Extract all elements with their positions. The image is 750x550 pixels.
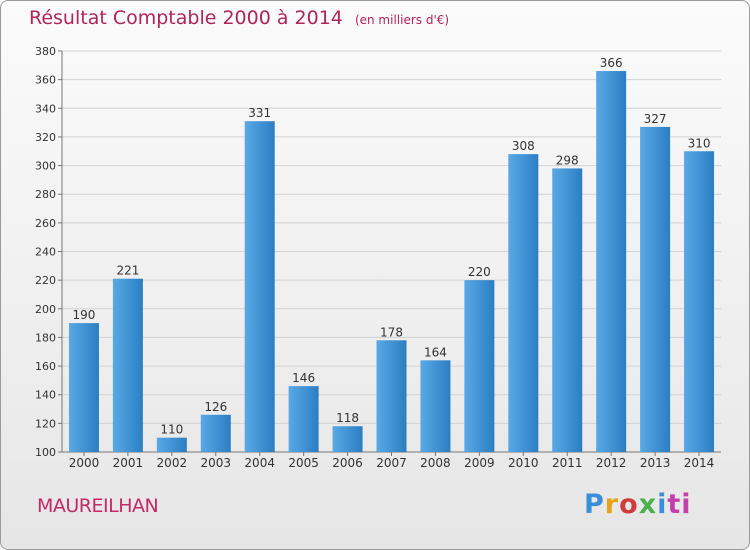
data-label: 126 (204, 400, 227, 414)
bar (684, 151, 715, 452)
data-label: 178 (380, 325, 403, 339)
logo-letter: P (584, 489, 605, 520)
bar (420, 360, 451, 452)
chart-title-text: Résultat Comptable 2000 à 2014 (29, 7, 343, 29)
x-tick-label: 2010 (508, 456, 539, 470)
y-tick-label: 360 (35, 74, 56, 87)
x-tick-label: 2014 (684, 456, 715, 470)
chart-unit-label: (en milliers d'€) (354, 13, 450, 27)
y-tick-label: 280 (35, 188, 56, 201)
data-label: 220 (468, 265, 491, 279)
data-label: 110 (160, 423, 183, 437)
bars (68, 71, 715, 453)
data-label: 118 (336, 411, 359, 425)
place-name: MAUREILHAN (37, 495, 159, 517)
y-tick-label: 100 (35, 446, 56, 459)
data-label: 327 (644, 112, 667, 126)
bar (596, 71, 627, 453)
logo-letter: ti (667, 489, 692, 520)
y-tick-label: 140 (35, 389, 56, 402)
logo-letter: i (657, 489, 668, 520)
bar (288, 386, 319, 452)
data-label: 366 (600, 56, 623, 70)
y-tick-labels: 100 120 140 160 180 200 220 240 260 280 300 320 340 3… (35, 45, 56, 459)
bar (112, 278, 143, 452)
y-tick-label: 220 (35, 274, 56, 287)
bar (244, 121, 275, 453)
x-tick-label: 2004 (244, 456, 275, 470)
data-label: 298 (556, 153, 579, 167)
y-tick-label: 160 (35, 360, 56, 373)
data-label: 190 (73, 308, 96, 322)
x-tick-labels: 2000 2001 2002 2003 2004 2005 2006 2007 2008 2009… (69, 452, 715, 470)
x-tick-label: 2009 (464, 456, 495, 470)
bar (200, 414, 231, 452)
y-tick-label: 340 (35, 102, 56, 115)
x-tick-label: 2007 (376, 456, 407, 470)
x-tick-label: 2001 (113, 456, 144, 470)
bar (156, 437, 187, 452)
y-tick-label: 320 (35, 131, 56, 144)
y-tick-label: 240 (35, 246, 56, 259)
x-tick-label: 2000 (69, 456, 100, 470)
chart-title: Résultat Comptable 2000 à 2014 (en milli… (29, 7, 449, 29)
x-tick-label: 2002 (157, 456, 188, 470)
x-tick-label: 2013 (640, 456, 671, 470)
bar (464, 280, 495, 452)
data-labels: 190 221 110 126 331 146 118 178 164 220 308 298 366 3… (73, 56, 711, 437)
bar (508, 154, 539, 452)
y-tick-label: 300 (35, 160, 56, 173)
data-label: 221 (116, 264, 139, 278)
bar (376, 340, 407, 452)
data-label: 308 (512, 139, 535, 153)
x-tick-label: 2003 (200, 456, 231, 470)
logo-letter: x (638, 489, 658, 520)
x-tick-label: 2005 (288, 456, 319, 470)
y-tick-label: 200 (35, 303, 56, 316)
x-tick-label: 2012 (596, 456, 627, 470)
x-tick-label: 2008 (420, 456, 451, 470)
y-tick-label: 380 (35, 45, 56, 58)
x-tick-label: 2006 (332, 456, 363, 470)
bar (332, 426, 363, 452)
y-tick-label: 120 (35, 417, 56, 430)
data-label: 164 (424, 345, 447, 359)
data-label: 331 (248, 106, 271, 120)
bar (68, 323, 99, 452)
y-tick-label: 260 (35, 217, 56, 230)
data-label: 146 (292, 371, 315, 385)
y-tick-label: 180 (35, 331, 56, 344)
logo-letter: r (604, 489, 620, 520)
bar (640, 126, 671, 453)
data-label: 310 (688, 136, 711, 150)
logo-letter: o (619, 489, 639, 520)
bar (552, 168, 583, 452)
proxiti-logo: Proxiti (584, 489, 692, 520)
x-tick-label: 2011 (552, 456, 583, 470)
